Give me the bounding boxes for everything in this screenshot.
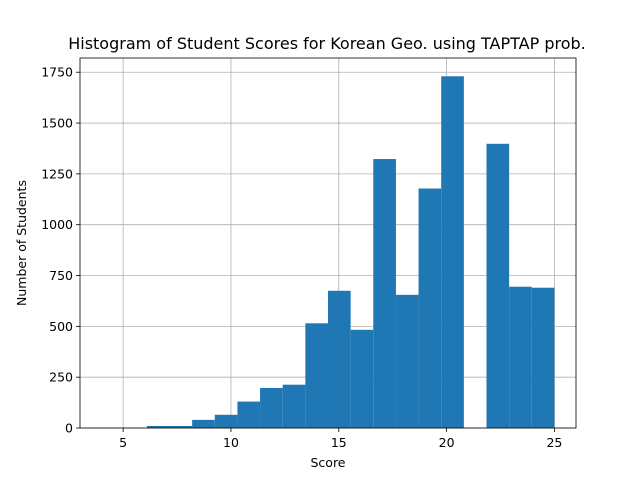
- x-axis-label: Score: [310, 455, 345, 470]
- histogram-bar: [531, 287, 555, 428]
- x-tick-label: 20: [439, 435, 455, 450]
- x-tick-label: 25: [546, 435, 562, 450]
- histogram-bar: [486, 143, 510, 429]
- x-tick-label: 10: [223, 435, 239, 450]
- histogram-bar: [192, 419, 215, 428]
- histogram-bar: [373, 159, 396, 429]
- y-tick-label: 1500: [41, 116, 73, 131]
- histogram-bar: [260, 387, 283, 428]
- y-tick-label: 1250: [41, 166, 73, 181]
- histogram-bar: [282, 384, 306, 428]
- histogram-bar: [328, 290, 351, 428]
- y-tick-label: 0: [65, 421, 73, 436]
- y-tick-label: 250: [49, 370, 73, 385]
- x-tick-label: 5: [119, 435, 127, 450]
- bars: [146, 76, 555, 429]
- histogram-bar: [418, 188, 442, 428]
- y-tick-label: 1000: [41, 217, 73, 232]
- y-tick-label: 1750: [41, 65, 73, 80]
- histogram-bar: [305, 323, 328, 428]
- y-tick-label: 500: [49, 319, 73, 334]
- histogram-bar: [146, 425, 170, 428]
- histogram-bar: [509, 286, 532, 428]
- histogram-bar: [441, 76, 464, 429]
- y-tick-label: 750: [49, 268, 73, 283]
- histogram-bar: [214, 414, 238, 428]
- histogram-bar: [395, 294, 419, 428]
- histogram-bar: [350, 329, 374, 428]
- y-axis-label: Number of Students: [14, 180, 29, 306]
- histogram-bar: [237, 401, 261, 428]
- plot-frame: [79, 57, 577, 429]
- histogram-bar: [169, 425, 193, 428]
- x-tick-label: 15: [331, 435, 347, 450]
- chart-title: Histogram of Student Scores for Korean G…: [68, 34, 586, 53]
